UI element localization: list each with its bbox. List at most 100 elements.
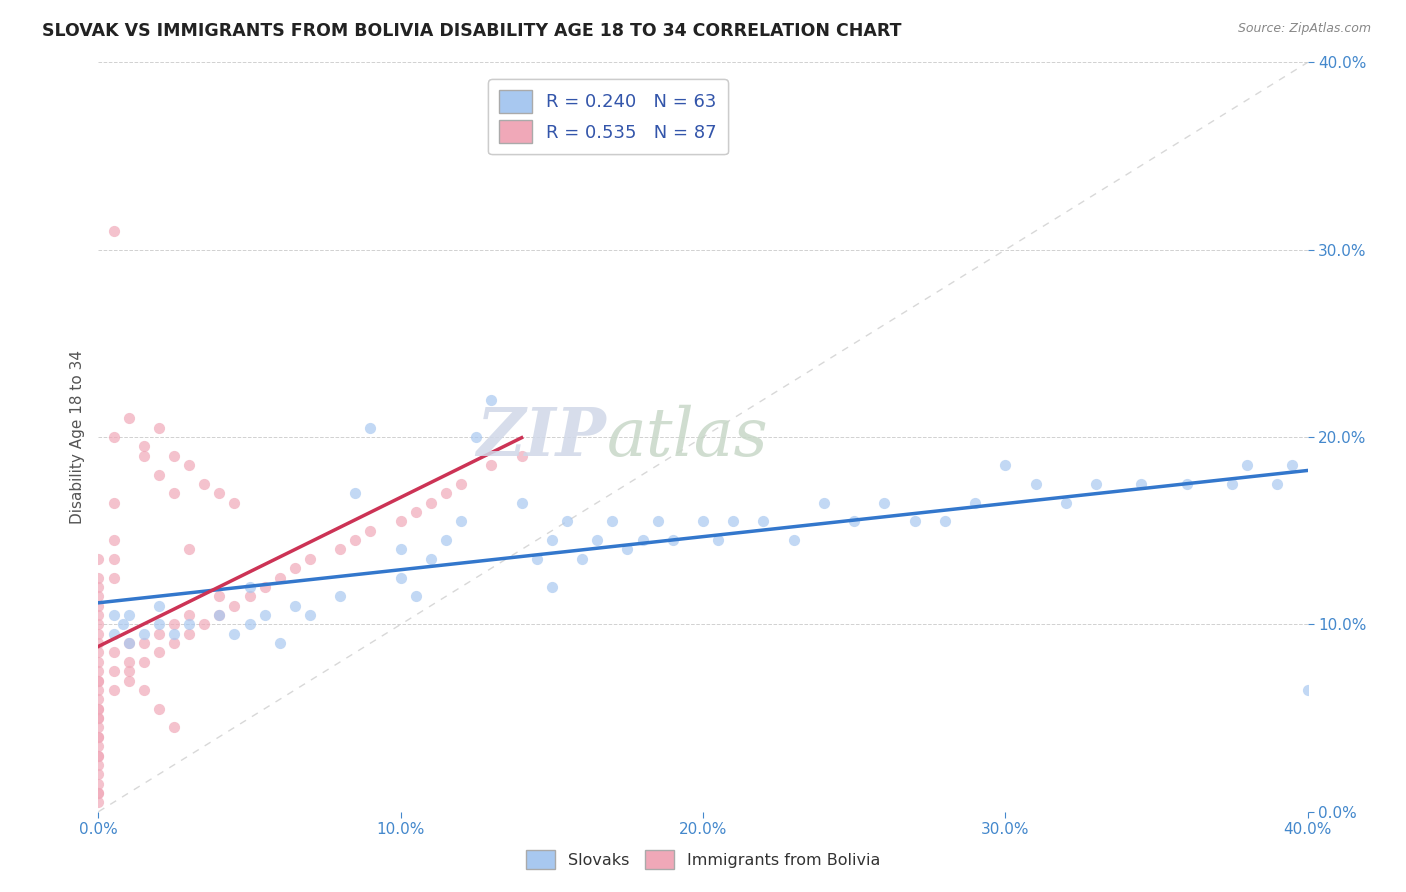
Point <box>193 476 215 491</box>
Point <box>1054 496 1077 510</box>
Point <box>405 505 427 519</box>
Point <box>253 608 276 623</box>
Point <box>118 608 141 623</box>
Point <box>87 701 110 715</box>
Point <box>389 571 412 585</box>
Point <box>163 626 186 640</box>
Point <box>602 514 624 528</box>
Point <box>450 476 472 491</box>
Point <box>269 636 291 650</box>
Point <box>132 440 155 453</box>
Point <box>344 486 367 500</box>
Point <box>103 551 125 566</box>
Point <box>87 758 110 772</box>
Point <box>87 748 110 763</box>
Point <box>103 496 125 510</box>
Point <box>118 636 141 650</box>
Point <box>344 533 367 547</box>
Point <box>148 626 170 640</box>
Point <box>87 655 110 669</box>
Point <box>647 514 669 528</box>
Point <box>87 711 110 725</box>
Point <box>269 571 291 585</box>
Point <box>118 664 141 679</box>
Point <box>1130 476 1153 491</box>
Point <box>571 551 593 566</box>
Y-axis label: Disability Age 18 to 34: Disability Age 18 to 34 <box>70 350 86 524</box>
Point <box>329 542 352 557</box>
Point <box>148 421 170 435</box>
Point <box>163 449 186 463</box>
Point <box>87 580 110 594</box>
Point <box>179 458 201 473</box>
Point <box>87 701 110 715</box>
Point <box>148 646 170 660</box>
Point <box>87 683 110 698</box>
Point <box>118 655 141 669</box>
Point <box>844 514 866 528</box>
Point <box>360 524 382 538</box>
Point <box>586 533 609 547</box>
Point <box>239 590 262 604</box>
Point <box>103 224 125 238</box>
Point <box>179 617 201 632</box>
Point <box>540 580 562 594</box>
Point <box>103 626 125 640</box>
Point <box>87 721 110 735</box>
Point <box>87 786 110 800</box>
Point <box>965 496 987 510</box>
Point <box>329 590 352 604</box>
Point <box>103 646 125 660</box>
Point <box>163 486 186 500</box>
Point <box>783 533 806 547</box>
Point <box>87 664 110 679</box>
Point <box>103 571 125 585</box>
Point <box>405 590 427 604</box>
Point <box>389 542 412 557</box>
Point <box>87 571 110 585</box>
Point <box>389 514 412 528</box>
Point <box>103 683 125 698</box>
Point <box>873 496 896 510</box>
Point <box>87 692 110 706</box>
Point <box>510 496 533 510</box>
Point <box>87 673 110 688</box>
Point <box>132 449 155 463</box>
Point <box>87 636 110 650</box>
Point <box>163 617 186 632</box>
Point <box>616 542 638 557</box>
Point <box>631 533 654 547</box>
Point <box>148 701 170 715</box>
Point <box>148 599 170 613</box>
Point <box>87 739 110 753</box>
Point <box>87 796 110 810</box>
Point <box>87 730 110 744</box>
Point <box>111 617 134 632</box>
Point <box>707 533 730 547</box>
Point <box>1024 476 1046 491</box>
Text: Source: ZipAtlas.com: Source: ZipAtlas.com <box>1237 22 1371 36</box>
Point <box>103 664 125 679</box>
Point <box>87 786 110 800</box>
Point <box>132 636 155 650</box>
Point <box>87 617 110 632</box>
Legend: R = 0.240   N = 63, R = 0.535   N = 87: R = 0.240 N = 63, R = 0.535 N = 87 <box>488 79 727 154</box>
Point <box>450 514 472 528</box>
Point <box>420 551 443 566</box>
Point <box>87 590 110 604</box>
Point <box>723 514 745 528</box>
Point <box>1236 458 1258 473</box>
Point <box>103 430 125 444</box>
Point <box>465 430 488 444</box>
Point <box>813 496 835 510</box>
Point <box>239 580 262 594</box>
Point <box>284 599 307 613</box>
Point <box>87 626 110 640</box>
Point <box>434 486 457 500</box>
Point <box>904 514 927 528</box>
Point <box>420 496 443 510</box>
Point <box>1296 683 1319 698</box>
Point <box>526 551 548 566</box>
Point <box>148 617 170 632</box>
Point <box>103 608 125 623</box>
